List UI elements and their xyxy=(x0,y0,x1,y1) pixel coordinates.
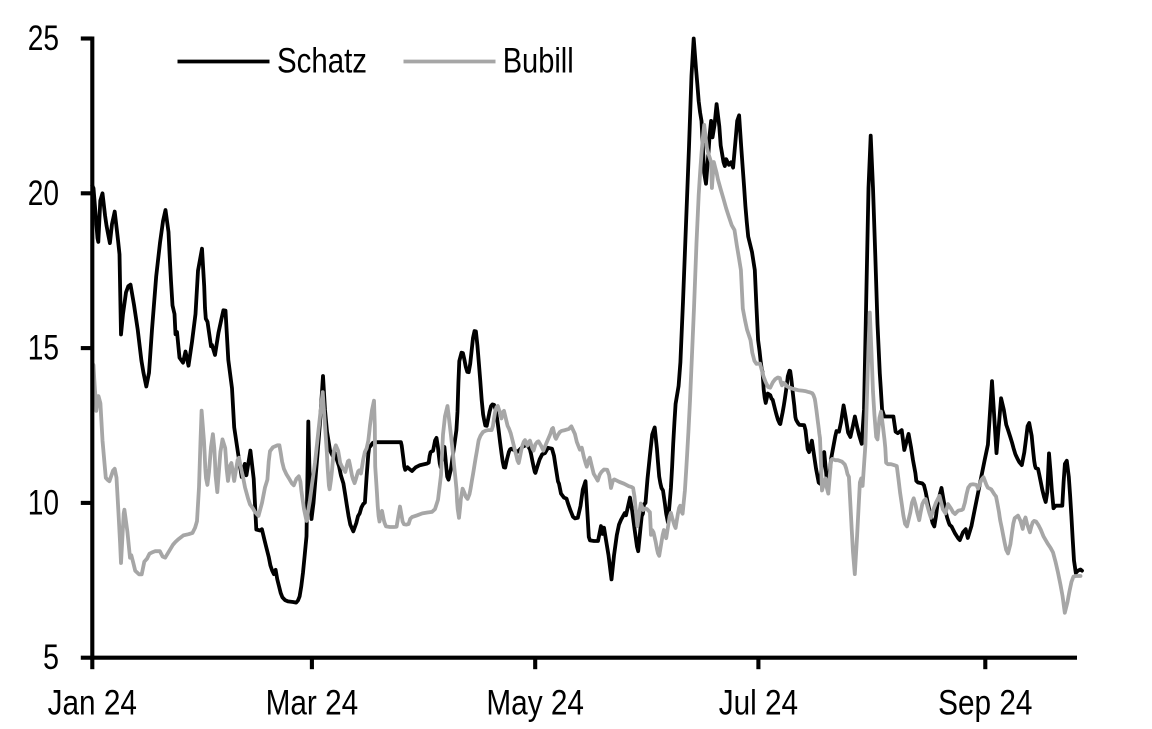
svg-text:May 24: May 24 xyxy=(486,684,584,723)
svg-text:Schatz: Schatz xyxy=(277,42,367,81)
svg-text:10: 10 xyxy=(28,483,59,522)
svg-text:Jul 24: Jul 24 xyxy=(719,684,798,723)
svg-text:Sep 24: Sep 24 xyxy=(938,684,1032,723)
svg-text:25: 25 xyxy=(28,19,59,58)
svg-text:Jan 24: Jan 24 xyxy=(48,684,137,723)
svg-text:5: 5 xyxy=(43,638,59,677)
svg-text:20: 20 xyxy=(28,174,59,213)
svg-text:15: 15 xyxy=(28,329,59,368)
svg-text:Bubill: Bubill xyxy=(503,42,574,81)
svg-text:Mar 24: Mar 24 xyxy=(266,684,359,723)
